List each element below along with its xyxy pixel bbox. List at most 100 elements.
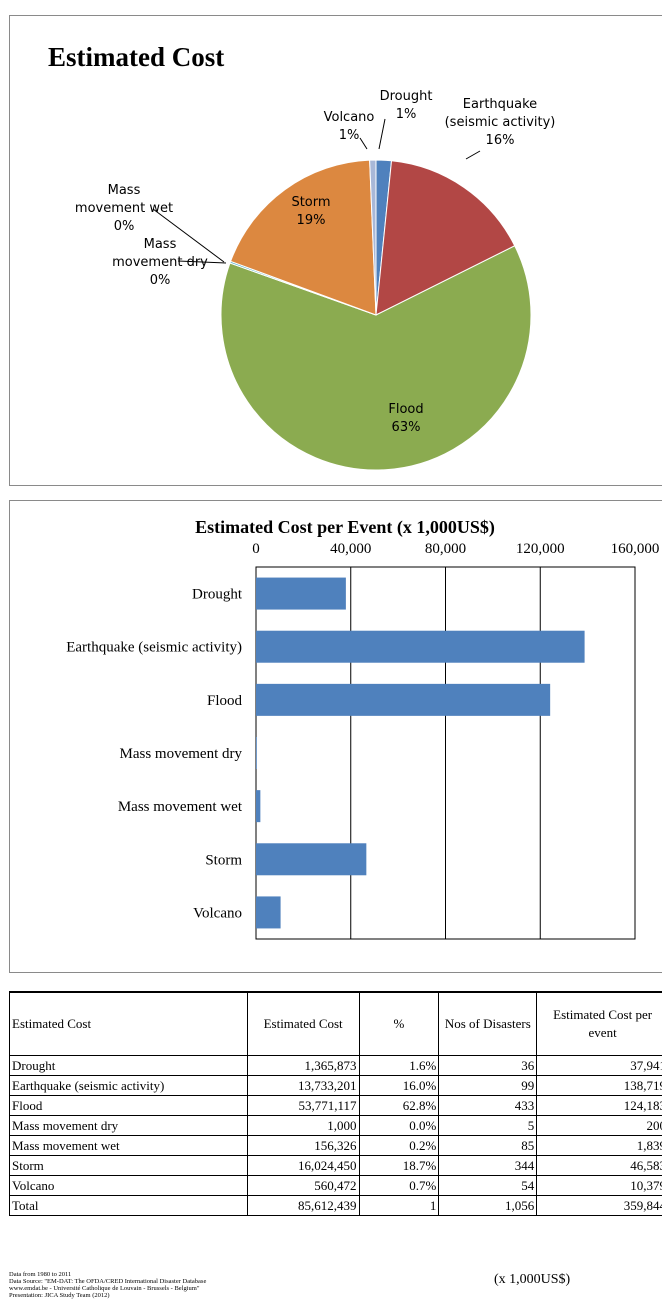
pie-label-name: Storm: [291, 195, 330, 210]
table-cell: 16,024,450: [247, 1156, 359, 1176]
y-tick-label: Flood: [207, 693, 243, 709]
pie-label: Mass movement wet 0%: [75, 183, 173, 234]
table-cell: 0.0%: [359, 1116, 439, 1136]
bar-storm: [256, 843, 366, 875]
table-cell: 36: [439, 1056, 537, 1076]
table-cell: 37,941: [537, 1056, 662, 1076]
bar-flood: [256, 684, 550, 716]
x-tick-label: 80,000: [425, 541, 466, 557]
bar-chart: Estimated Cost per Event (x 1,000US$) 0 40…: [10, 501, 662, 974]
table-cell: 1,839: [537, 1136, 662, 1156]
pie-label-percent: 0%: [114, 219, 135, 234]
table-cell: 1,000: [247, 1116, 359, 1136]
table-cell: 0.7%: [359, 1176, 439, 1196]
table-header-cell: Nos of Disasters: [439, 992, 537, 1056]
table-cell: 124,183: [537, 1096, 662, 1116]
table-cell: 1,056: [439, 1196, 537, 1216]
pie-label-percent: 63%: [392, 420, 421, 435]
bar-volcano: [256, 896, 281, 928]
note-line: Data Source: "EM-DAT: The OFDA/CRED Inte…: [9, 1278, 206, 1285]
table-cell: Earthquake (seismic activity): [10, 1076, 248, 1096]
table-cell: Storm: [10, 1156, 248, 1176]
y-tick-label: Mass movement wet: [118, 799, 243, 815]
pie-label-name: (seismic activity): [445, 115, 556, 130]
pie-title: Estimated Cost: [48, 42, 224, 72]
table-cell: 62.8%: [359, 1096, 439, 1116]
note-line: Data from 1980 to 2011: [9, 1271, 206, 1278]
table-cell: Drought: [10, 1056, 248, 1076]
table-cell: 560,472: [247, 1176, 359, 1196]
table-cell: Total: [10, 1196, 248, 1216]
table-cell: Mass movement dry: [10, 1116, 248, 1136]
x-tick-label: 0: [252, 541, 260, 557]
pie-label-name: Mass: [144, 237, 177, 252]
table-cell: 85,612,439: [247, 1196, 359, 1216]
table-cell: 0.2%: [359, 1136, 439, 1156]
y-tick-label: Drought: [192, 587, 243, 603]
table-cell: 99: [439, 1076, 537, 1096]
table-cell: 16.0%: [359, 1076, 439, 1096]
table-header-cell: %: [359, 992, 439, 1056]
table-cell: 156,326: [247, 1136, 359, 1156]
bar-drought: [256, 578, 346, 610]
pie-label-name: Volcano: [324, 110, 375, 125]
table-cell: 1.6%: [359, 1056, 439, 1076]
table-cell: 200: [537, 1116, 662, 1136]
table-header-cell: Estimated Cost per event: [537, 992, 662, 1056]
pie-label-name: Drought: [380, 89, 433, 104]
table-cell: 1: [359, 1196, 439, 1216]
pie-label-percent: 19%: [297, 213, 326, 228]
y-tick-label: Earthquake (seismic activity): [66, 640, 242, 656]
bar-mass-movement-wet: [256, 790, 260, 822]
bar-title: Estimated Cost per Event (x 1,000US$): [195, 517, 495, 538]
leader-line: [360, 138, 367, 149]
table-cell: 433: [439, 1096, 537, 1116]
table-header-cell: Estimated Cost: [10, 992, 248, 1056]
pie-chart: Estimated Cost Drought 1% Earthquake (seismi…: [10, 16, 662, 487]
table-cell: 1,365,873: [247, 1056, 359, 1076]
bar-earthquake-seismic-activity: [256, 631, 585, 663]
y-tick-label: Storm: [205, 852, 242, 868]
table-cell: 54: [439, 1176, 537, 1196]
leader-line: [379, 119, 385, 149]
bar-mass-movement-dry: [256, 737, 257, 769]
pie-label-name: Flood: [388, 402, 423, 417]
table-cell: 13,733,201: [247, 1076, 359, 1096]
pie-label-percent: 1%: [396, 107, 417, 122]
pie-label: Earthquake(seismic activity)16%: [445, 97, 556, 148]
unit-note: (x 1,000US$): [494, 1272, 570, 1288]
pie-label-name: movement wet: [75, 201, 173, 216]
note-line: www.emdat.be - Université Catholique de …: [9, 1285, 206, 1292]
table-cell: 53,771,117: [247, 1096, 359, 1116]
pie-label: Drought 1%: [380, 89, 433, 122]
pie-label-name: movement dry: [112, 255, 208, 270]
pie-label-percent: 1%: [339, 128, 360, 143]
table-cell: 359,844: [537, 1196, 662, 1216]
y-tick-label: Mass movement dry: [120, 746, 243, 762]
table-header-cell: Estimated Cost: [247, 992, 359, 1056]
x-tick-label: 160,000: [611, 541, 660, 557]
x-tick-label: 40,000: [330, 541, 371, 557]
bar-chart-panel: Estimated Cost per Event (x 1,000US$) 0 40…: [9, 500, 662, 973]
pie-label-name: Mass: [108, 183, 141, 198]
table-cell: 85: [439, 1136, 537, 1156]
table-cell: Flood: [10, 1096, 248, 1116]
pie-label: Volcano 1%: [324, 110, 375, 143]
y-tick-label: Volcano: [193, 905, 242, 921]
table-cell: Mass movement wet: [10, 1136, 248, 1156]
table-cell: 10,379: [537, 1176, 662, 1196]
x-tick-label: 120,000: [516, 541, 565, 557]
note-line: Presentation: JICA Study Team (2012): [9, 1292, 206, 1299]
pie-label-name: Earthquake: [463, 97, 537, 112]
